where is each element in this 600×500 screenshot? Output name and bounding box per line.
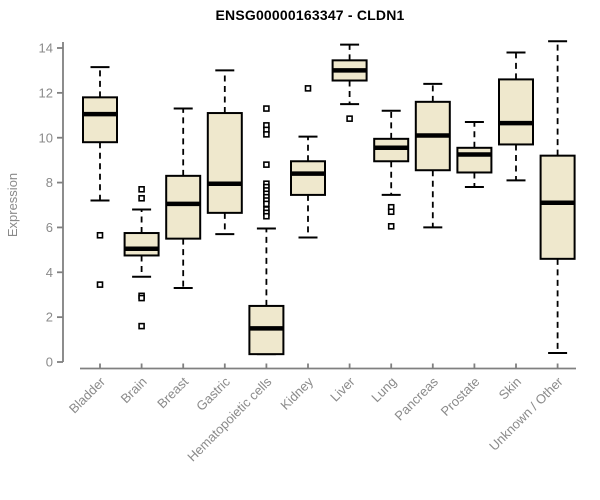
outlier-point <box>138 194 145 202</box>
iqr-box <box>165 174 202 240</box>
outlier-point <box>96 281 104 288</box>
y-tick-label: 6 <box>46 220 53 235</box>
y-tick-label: 8 <box>46 175 53 190</box>
iqr-box <box>82 96 118 144</box>
y-tick-label: 10 <box>39 130 53 145</box>
y-tick-label: 12 <box>39 85 53 100</box>
iqr-box <box>206 112 243 214</box>
outlier-point <box>263 161 270 168</box>
outlier-point <box>346 115 353 122</box>
chart-title: ENSG00000163347 - CLDN1 <box>215 7 405 23</box>
iqr-box <box>290 160 326 196</box>
iqr-box <box>123 232 160 257</box>
outlier-point <box>263 212 270 220</box>
iqr-box <box>539 154 576 260</box>
x-tick-label: Pancreas <box>391 374 441 424</box>
x-tick-label: Unknown / Other <box>486 374 566 454</box>
outlier-point <box>387 208 395 216</box>
y-tick-label: 4 <box>46 265 53 280</box>
y-tick-label: 2 <box>46 310 53 325</box>
outlier-point <box>387 223 395 230</box>
x-tick-label: Bladder <box>66 374 109 417</box>
outlier-point <box>263 105 270 112</box>
x-tick-label: Skin <box>496 374 524 402</box>
outlier-point <box>138 186 145 193</box>
x-tick-label: Brain <box>118 374 150 406</box>
y-tick-label: 0 <box>46 355 53 370</box>
outlier-point <box>263 131 270 138</box>
outlier-point <box>304 85 312 92</box>
x-tick-label: Lung <box>368 374 399 405</box>
outlier-point <box>138 322 145 330</box>
outlier-point <box>263 200 270 208</box>
iqr-box <box>498 78 534 146</box>
outlier-point <box>96 231 104 239</box>
iqr-box <box>456 146 493 174</box>
x-tick-label: Kidney <box>277 374 316 413</box>
x-tick-label: Prostate <box>438 374 483 419</box>
x-tick-label: Liver <box>327 374 358 405</box>
x-tick-label: Breast <box>154 374 191 411</box>
outlier-point <box>138 294 145 302</box>
y-tick-label: 14 <box>39 41 53 56</box>
x-tick-label: Gastric <box>193 374 233 414</box>
